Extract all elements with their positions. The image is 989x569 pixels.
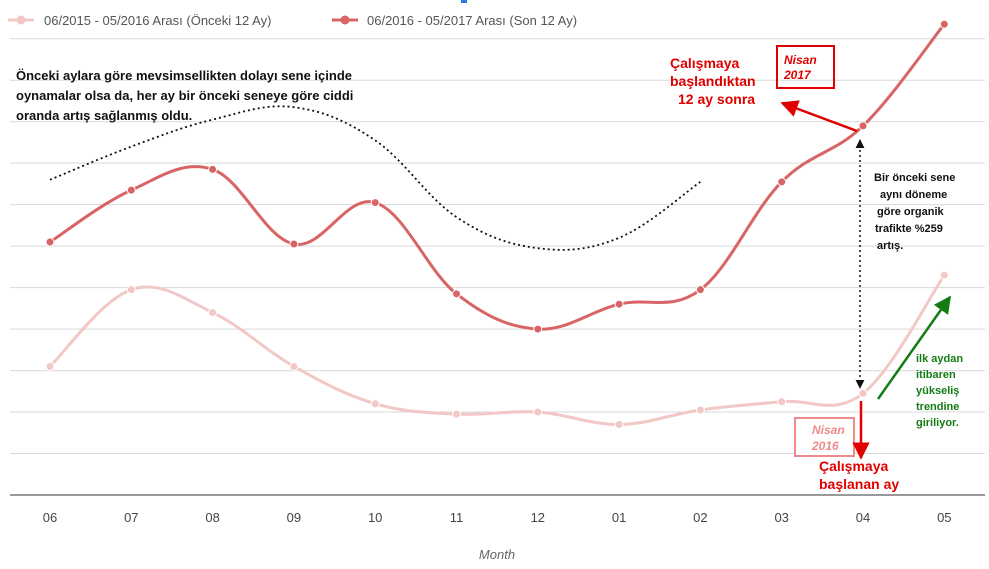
- green-note-line-4: trendine: [916, 401, 959, 413]
- legend-item-prev[interactable]: 06/2015 - 05/2016 Arası (Önceki 12 Ay): [8, 13, 271, 28]
- point-prev-01[interactable]: [614, 419, 624, 429]
- point-prev-03[interactable]: [777, 397, 787, 407]
- nisan-2017-box: [776, 45, 835, 89]
- nisan-2016-line-1: Nisan: [812, 423, 845, 437]
- point-last-12[interactable]: [533, 324, 543, 334]
- x-tick-label: 08: [205, 510, 219, 525]
- point-prev-09[interactable]: [289, 361, 299, 371]
- dotted-trend-curve: [49, 105, 701, 251]
- x-tick-label: 03: [774, 510, 788, 525]
- point-last-05[interactable]: [939, 19, 949, 29]
- legend: 06/2015 - 05/2016 Arası (Önceki 12 Ay) 0…: [8, 13, 577, 28]
- legend-label-prev: 06/2015 - 05/2016 Arası (Önceki 12 Ay): [44, 13, 271, 28]
- top-accent-mark: [461, 0, 467, 3]
- yoy-note: Bir önceki sene aynı döneme göre organik…: [874, 172, 955, 252]
- point-prev-07[interactable]: [126, 285, 136, 295]
- yoy-line-3: göre organik: [877, 206, 945, 218]
- green-trend-arrow: [876, 295, 952, 400]
- x-tick-label: 11: [450, 510, 464, 525]
- legend-marker-last: [340, 15, 350, 25]
- series-line-prev-12: [48, 274, 946, 426]
- yoy-line-4: trafikte %259: [875, 223, 943, 235]
- x-tick-label: 05: [937, 510, 951, 525]
- point-prev-12[interactable]: [533, 407, 543, 417]
- nisan-2017-line-1: Nisan: [784, 53, 817, 67]
- point-prev-11[interactable]: [452, 409, 461, 419]
- x-tick-label: 10: [368, 510, 382, 525]
- yoy-line-5: artış.: [877, 240, 903, 252]
- x-tick-label: 12: [531, 510, 545, 525]
- yoy-line-1: Bir önceki sene: [874, 172, 955, 184]
- x-tick-label: 04: [856, 510, 870, 525]
- x-tick-label: 07: [124, 510, 138, 525]
- x-tick-label: 01: [612, 510, 626, 525]
- arrow-to-started-after: [780, 100, 858, 133]
- point-last-08[interactable]: [208, 164, 218, 174]
- started-after-line-1: Çalışmaya: [670, 55, 739, 71]
- started-month-line-1: Çalışmaya: [819, 458, 888, 474]
- yoy-line-2: aynı döneme: [880, 189, 947, 201]
- green-note-line-2: itibaren: [916, 369, 956, 381]
- series-layer: [45, 19, 949, 429]
- started-month-note: Çalışmaya başlanan ay: [819, 458, 899, 492]
- green-note-line-1: ilk aydan: [916, 353, 963, 365]
- point-prev-05[interactable]: [939, 270, 949, 280]
- nisan-2017-line-2: 2017: [783, 68, 812, 82]
- gridlines: [10, 38, 985, 455]
- point-last-11[interactable]: [452, 289, 461, 299]
- top-note-line-3: oranda artış sağlanmış oldu.: [16, 108, 192, 123]
- green-note-line-3: yükseliş: [916, 385, 959, 397]
- top-note-line-2: oynamalar olsa da, her ay bir önceki sen…: [16, 88, 353, 103]
- point-prev-10[interactable]: [370, 399, 380, 409]
- nisan-2016-line-2: 2016: [811, 439, 839, 453]
- x-tick-label: 06: [43, 510, 57, 525]
- started-after-line-3: 12 ay sonra: [678, 91, 755, 107]
- green-note-line-5: giriliyor.: [916, 417, 959, 429]
- point-prev-08[interactable]: [208, 307, 218, 317]
- x-tick-label: 02: [693, 510, 707, 525]
- started-month-line-2: başlanan ay: [819, 476, 899, 492]
- point-prev-06[interactable]: [45, 361, 55, 371]
- top-note: Önceki aylara göre mevsimsellikten dolay…: [16, 68, 353, 123]
- nisan-2016-box: [794, 417, 855, 457]
- point-last-06[interactable]: [45, 237, 55, 247]
- point-last-10[interactable]: [370, 198, 380, 208]
- started-after-line-2: başlandıktan: [670, 73, 756, 89]
- point-last-01[interactable]: [614, 299, 624, 309]
- point-last-07[interactable]: [126, 185, 136, 195]
- point-last-03[interactable]: [777, 177, 787, 187]
- legend-item-last[interactable]: 06/2016 - 05/2017 Arası (Son 12 Ay): [332, 13, 577, 28]
- point-last-09[interactable]: [289, 239, 299, 249]
- point-last-02[interactable]: [695, 285, 705, 295]
- started-after-12-note: Çalışmaya başlandıktan 12 ay sonra: [670, 55, 756, 107]
- trend-layer: [49, 105, 701, 251]
- top-note-line-1: Önceki aylara göre mevsimsellikten dolay…: [16, 68, 352, 83]
- x-tick-label: 09: [287, 510, 301, 525]
- point-last-04[interactable]: [858, 121, 868, 131]
- legend-marker-prev: [16, 15, 26, 25]
- green-note: ilk aydan itibaren yükseliş trendine gir…: [916, 353, 963, 429]
- point-prev-04[interactable]: [858, 388, 868, 398]
- legend-label-last: 06/2016 - 05/2017 Arası (Son 12 Ay): [367, 13, 577, 28]
- x-axis-title: Month: [479, 547, 515, 562]
- point-prev-02[interactable]: [695, 405, 705, 415]
- x-tick-labels: 06 07 08 09 10 11 12 01 02 03 04 05: [43, 510, 952, 525]
